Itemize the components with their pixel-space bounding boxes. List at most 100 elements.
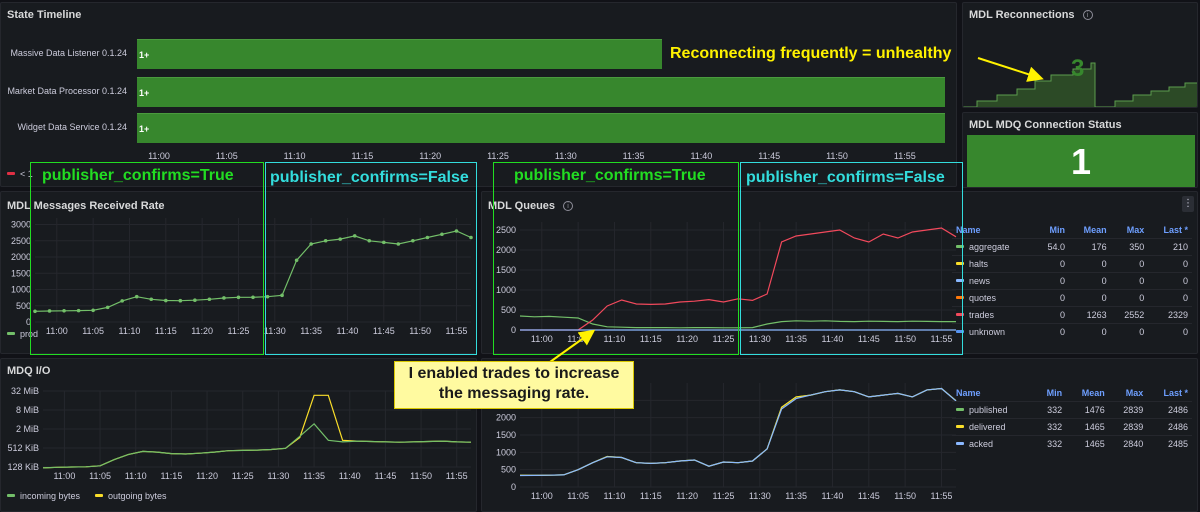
- info-icon[interactable]: i: [1082, 10, 1093, 20]
- legend-last-value: 0: [1148, 254, 1192, 272]
- overlay-box-true-right: [493, 162, 739, 355]
- data-point[interactable]: [178, 298, 183, 303]
- data-point[interactable]: [149, 297, 154, 302]
- data-point[interactable]: [425, 235, 430, 240]
- data-point[interactable]: [164, 298, 168, 303]
- panel-title: MDL Queues i: [488, 200, 574, 212]
- overlay-label-false-left: publisher_confirms=False: [270, 169, 469, 186]
- legend-series-name-cell: delivered: [952, 417, 1034, 435]
- data-point[interactable]: [33, 309, 37, 314]
- data-point[interactable]: [251, 295, 255, 300]
- panel-menu-icon[interactable]: ⋮: [1182, 196, 1194, 212]
- legend-column-header[interactable]: Min: [1046, 387, 1063, 398]
- x-tick-label: 11:05: [567, 491, 589, 501]
- mdq-connection-status-panel[interactable]: MDL MDQ Connection Status 1: [962, 112, 1198, 188]
- rate-legend[interactable]: prod: [7, 329, 38, 339]
- y-tick-label: 8 MiB: [16, 405, 39, 415]
- y-tick-label: 2000: [11, 252, 31, 262]
- x-tick-label: 11:00: [531, 334, 553, 344]
- legend-column-header[interactable]: Min: [1049, 224, 1065, 235]
- publisher-legend-table[interactable]: Name Min Mean Max Last * published 332 1476 2839…: [952, 385, 1192, 452]
- data-point[interactable]: [62, 308, 66, 313]
- y-tick-label: 2500: [11, 236, 31, 246]
- data-point[interactable]: [236, 295, 241, 300]
- data-point[interactable]: [396, 242, 401, 246]
- legend-row[interactable]: trades 0 1263 2552 2329: [952, 305, 1192, 323]
- data-point[interactable]: [352, 234, 357, 238]
- overlay-box-true-left: [30, 162, 264, 355]
- legend-column-header[interactable]: Max: [1126, 224, 1145, 235]
- legend-max-value: 0: [1110, 254, 1149, 272]
- x-tick-label: 11:30: [749, 334, 771, 344]
- legend-row[interactable]: news 0 0 0 0: [952, 271, 1192, 289]
- data-point[interactable]: [91, 308, 95, 313]
- data-point[interactable]: [120, 299, 124, 303]
- mdl-reconnections-panel[interactable]: MDL Reconnections i 3: [962, 2, 1198, 108]
- legend-mean-value: 1263: [1068, 305, 1111, 323]
- io-legend-item[interactable]: outgoing bytes: [95, 491, 167, 501]
- x-tick-label: 11:55: [931, 491, 953, 501]
- legend-row[interactable]: aggregate 54.0 176 350 210: [952, 237, 1192, 255]
- data-point[interactable]: [105, 305, 110, 310]
- x-tick-label: 11:40: [822, 334, 844, 344]
- data-point[interactable]: [454, 229, 459, 233]
- y-tick-label: 0: [511, 482, 516, 492]
- y-tick-label: 500: [501, 305, 516, 315]
- legend-series-name-cell: quotes: [952, 288, 1035, 306]
- legend-column-header[interactable]: Max: [1125, 387, 1144, 398]
- io-legend-item[interactable]: incoming bytes: [7, 491, 80, 501]
- panel-title-text: MDL Queues: [488, 200, 556, 212]
- queues-legend-table[interactable]: Name Min Mean Max Last * aggregate 54.0 176 350 2…: [952, 222, 1192, 340]
- data-point[interactable]: [76, 308, 81, 313]
- legend-row[interactable]: halts 0 0 0 0: [952, 254, 1192, 272]
- legend-column-header[interactable]: Mean: [1081, 387, 1105, 398]
- data-point[interactable]: [280, 293, 284, 298]
- mdl-queues-panel[interactable]: MDL Queues i 0 500 1000 1500 2000 2500 11:00 11:…: [481, 191, 1198, 354]
- panel-title: State Timeline: [7, 9, 82, 21]
- series-line-acked[interactable]: [519, 387, 957, 477]
- legend-row[interactable]: quotes 0 0 0 0: [952, 288, 1192, 306]
- data-point[interactable]: [440, 232, 444, 237]
- timeline-legend[interactable]: < 1: [7, 169, 33, 179]
- reconnect-annotation: Reconnecting frequently = unhealthy: [670, 45, 952, 62]
- data-point[interactable]: [323, 238, 328, 243]
- data-point[interactable]: [382, 240, 386, 245]
- data-point[interactable]: [265, 294, 270, 299]
- x-tick-label: 11:10: [119, 326, 141, 336]
- timeline-bar[interactable]: 1+: [137, 39, 663, 69]
- x-tick-label: 11:40: [337, 326, 359, 336]
- state-timeline-panel[interactable]: State Timeline < 1 Massive Data Listener…: [0, 2, 957, 187]
- data-point[interactable]: [134, 294, 139, 299]
- legend-column-header[interactable]: Name: [956, 224, 981, 235]
- data-point[interactable]: [294, 258, 299, 263]
- legend-column-header[interactable]: Last *: [1163, 224, 1188, 235]
- x-tick-label: 11:05: [82, 326, 104, 336]
- legend-column-header[interactable]: Mean: [1083, 224, 1107, 235]
- data-point[interactable]: [338, 237, 343, 241]
- legend-column-header[interactable]: Name: [956, 387, 981, 398]
- legend-last-value: 0: [1148, 271, 1192, 289]
- series-line-incoming-bytes[interactable]: [42, 422, 472, 469]
- data-point[interactable]: [222, 296, 226, 300]
- data-point[interactable]: [309, 242, 313, 246]
- legend-row[interactable]: published 332 1476 2839 2486: [952, 400, 1192, 418]
- data-point[interactable]: [207, 297, 212, 302]
- x-tick-label: 11:30: [264, 326, 286, 336]
- timeline-bar[interactable]: 1+: [137, 77, 945, 107]
- timeline-x-tick: 11:15: [351, 151, 374, 161]
- data-point[interactable]: [469, 235, 473, 240]
- legend-row[interactable]: unknown 0 0 0 0: [952, 322, 1192, 340]
- data-point[interactable]: [193, 298, 197, 303]
- legend-row[interactable]: delivered 332 1465 2839 2486: [952, 417, 1192, 435]
- legend-row[interactable]: acked 332 1465 2840 2485: [952, 434, 1192, 452]
- legend-column-header[interactable]: Last *: [1163, 387, 1188, 398]
- legend-series-name: quotes: [969, 292, 997, 303]
- mdl-messages-rate-panel[interactable]: MDL Messages Received Rate 0 500 1000 1500 2…: [0, 191, 477, 354]
- data-point[interactable]: [47, 309, 52, 313]
- info-icon[interactable]: i: [563, 201, 574, 211]
- data-point[interactable]: [367, 238, 372, 243]
- legend-max-value: 350: [1110, 237, 1149, 255]
- io-chart: 128 KiB 512 KiB 2 MiB 8 MiB 32 MiB 11:00 11:05…: [7, 386, 472, 481]
- timeline-bar[interactable]: 1+: [137, 113, 945, 143]
- data-point[interactable]: [411, 238, 415, 243]
